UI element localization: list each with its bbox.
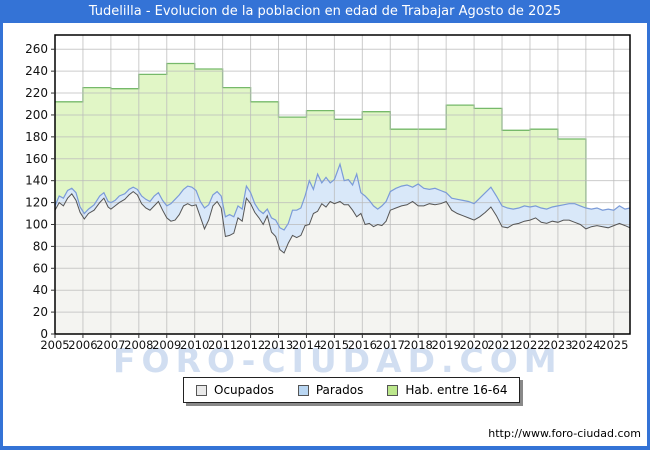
footer-link[interactable]: http://www.foro-ciudad.com	[488, 427, 641, 440]
y-tick-label: 120	[25, 196, 48, 210]
x-tick-label: 2021	[487, 338, 516, 352]
ocupados-area	[55, 191, 630, 334]
y-tick-label: 60	[33, 261, 48, 275]
x-tick-label: 2022	[515, 338, 544, 352]
ocupados-swatch-icon	[196, 384, 207, 396]
y-tick-label: 220	[25, 86, 48, 100]
chart-title: Tudelilla - Evolucion de la poblacion en…	[88, 4, 562, 19]
watermark: FORO-CIUDAD.COM	[113, 341, 563, 380]
y-tick-label: 160	[25, 152, 48, 166]
x-tick-label: 2025	[599, 338, 628, 352]
y-tick-label: 140	[25, 174, 48, 188]
legend-item-ocupados: Ocupados	[196, 383, 274, 397]
x-tick-label: 2023	[543, 338, 572, 352]
x-tick-label: 2011	[208, 338, 237, 352]
x-tick-label: 2006	[68, 338, 97, 352]
legend: Ocupados Parados Hab. entre 16-64	[183, 377, 521, 403]
y-tick-label: 260	[25, 42, 48, 56]
y-tick-label: 200	[25, 108, 48, 122]
y-tick-label: 80	[33, 239, 48, 253]
x-tick-label: 2015	[320, 338, 349, 352]
x-tick-label: 2005	[40, 338, 69, 352]
x-tick-label: 2019	[432, 338, 461, 352]
x-tick-label: 2024	[571, 338, 600, 352]
legend-label-hab16-64: Hab. entre 16-64	[405, 383, 508, 397]
x-tick-label: 2007	[96, 338, 125, 352]
x-tick-label: 2017	[376, 338, 405, 352]
y-tick-label: 0	[40, 327, 48, 341]
legend-item-hab16-64: Hab. entre 16-64	[387, 383, 507, 397]
x-tick-label: 2018	[404, 338, 433, 352]
plot-border	[54, 34, 631, 335]
x-tick-label: 2008	[124, 338, 153, 352]
x-tick-label: 2016	[348, 338, 377, 352]
x-tick-label: 2009	[152, 338, 181, 352]
x-tick-label: 2012	[236, 338, 265, 352]
title-bar: Tudelilla - Evolucion de la poblacion en…	[3, 0, 647, 23]
y-tick-label: 20	[33, 305, 48, 319]
x-tick-label: 2020	[459, 338, 488, 352]
legend-item-parados: Parados	[297, 383, 364, 397]
x-tick-label: 2013	[264, 338, 293, 352]
parados-line	[54, 162, 631, 231]
legend-label-ocupados: Ocupados	[214, 383, 274, 397]
x-tick-label: 2010	[180, 338, 209, 352]
x-tick-label: 2014	[292, 338, 321, 352]
y-tick-label: 40	[33, 283, 48, 297]
parados-swatch-icon	[297, 384, 309, 396]
y-tick-label: 100	[25, 217, 48, 231]
ocupados-line	[54, 190, 631, 254]
legend-label-parados: Parados	[315, 383, 364, 397]
hab16-64-swatch-icon	[387, 384, 399, 396]
y-tick-label: 180	[25, 130, 48, 144]
y-tick-label: 240	[25, 64, 48, 78]
